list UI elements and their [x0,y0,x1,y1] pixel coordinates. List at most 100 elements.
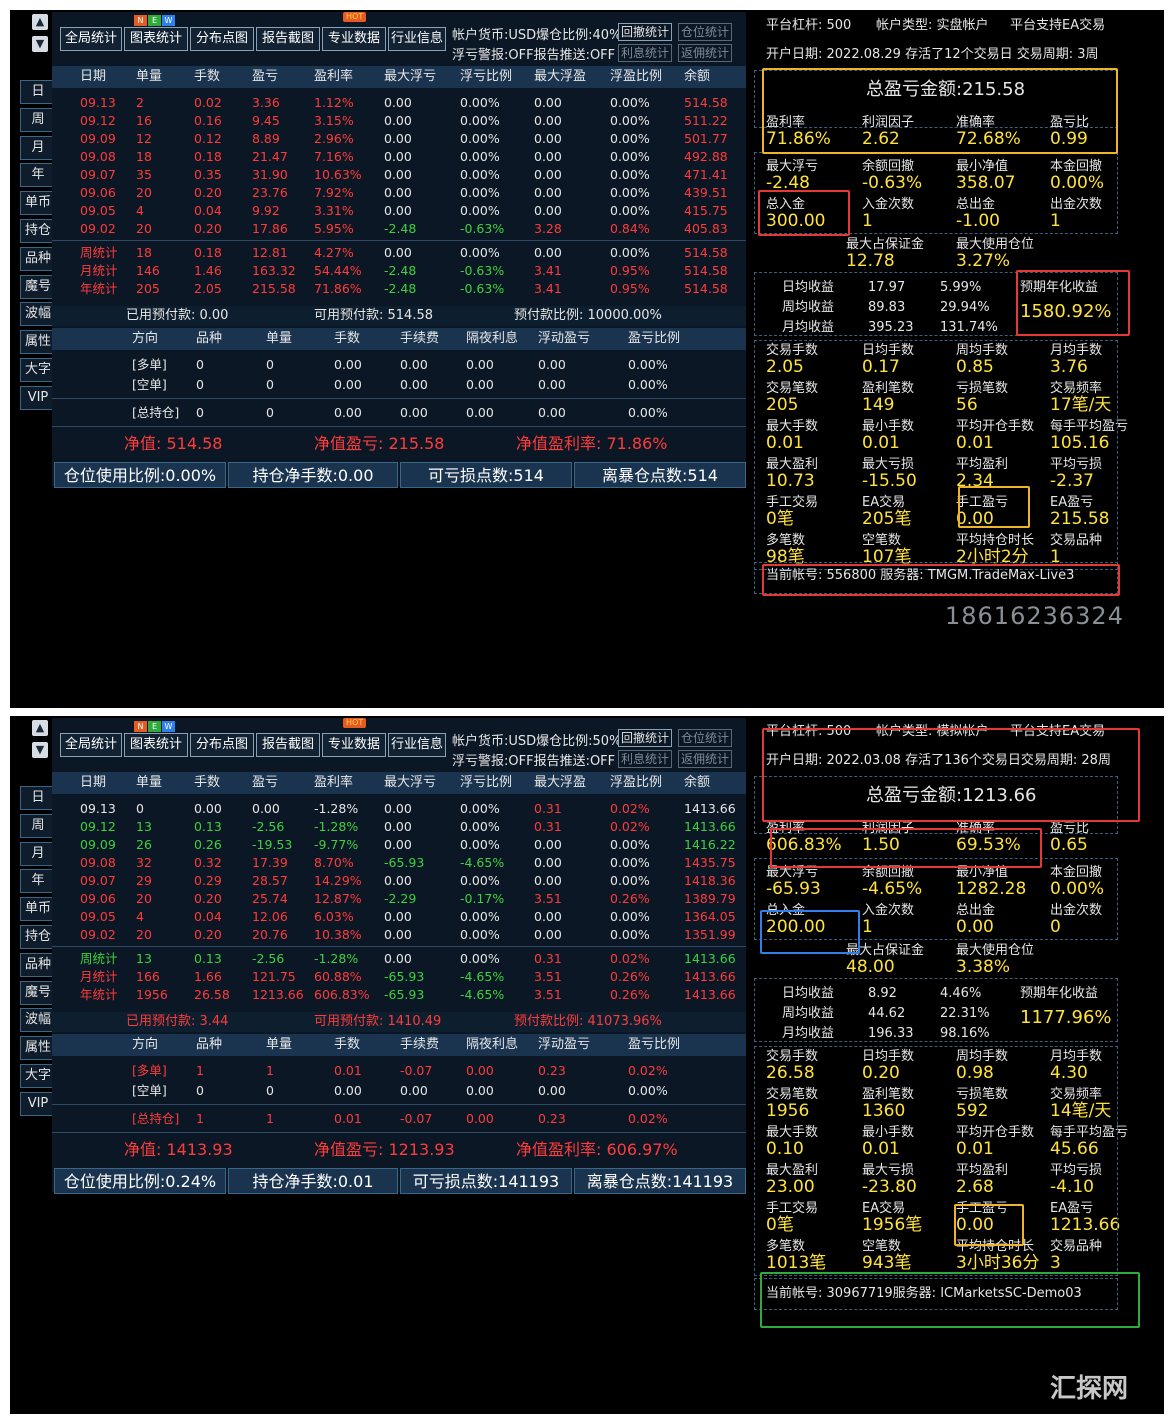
side-tab-3[interactable]: 年 [20,163,56,188]
cell-maxdd: -65.93 [384,987,425,1002]
income-amount: 89.83 [868,300,906,315]
income-amount: 8.92 [868,986,897,1001]
cell-orders: 1956 [136,987,168,1002]
side-tab-0[interactable]: 日 [20,786,56,810]
metric-label: EA交易 [862,1201,906,1216]
pos-ratio: 0.02% [628,1111,668,1126]
side-tab-7[interactable]: 魔号 [20,980,56,1005]
cell-bal: 1435.75 [684,855,736,870]
side-tab-9[interactable]: 属性 [20,1036,56,1061]
cell-lots: 1.46 [194,263,222,278]
toolbar-button-3[interactable]: 报告截图 [256,733,320,757]
side-tab-11[interactable]: VIP [20,385,56,410]
cell-maxdd: 0.00 [384,167,412,182]
cell-bal: 514.58 [684,263,728,278]
side-tab-4[interactable]: 单币 [20,897,56,922]
toolbar-button-1[interactable]: 图表统计 [124,733,188,757]
net-pnl: 净值盈亏: 1213.93 [314,1140,455,1159]
metric-value: 606.83% [766,835,842,855]
metric-value: 0.01 [862,1139,900,1159]
side-tab-5[interactable]: 持仓 [20,219,56,243]
metric-label: 交易频率 [1050,1087,1103,1102]
metric-label: 本金回撤 [1050,865,1103,880]
pos-swap: 0.00 [466,405,494,420]
side-tab-10[interactable]: 大字 [20,1064,56,1088]
toolbar-button-3[interactable]: 报告截图 [256,27,320,51]
rebate-stats-link[interactable]: 返佣统计 [678,750,733,768]
side-tab-2[interactable]: 月 [20,135,56,160]
cell-maxdd: 0.00 [384,951,412,966]
side-tab-1[interactable]: 周 [20,107,56,132]
side-tab-11[interactable]: VIP [20,1091,56,1116]
metric-value: 0.65 [1050,835,1088,855]
metric-value: 943笔 [862,1253,912,1273]
prepay-ratio: 预付款比例: 10000.00% [514,308,662,323]
side-tab-1[interactable]: 周 [20,813,56,838]
side-tab-8[interactable]: 波幅 [20,1008,56,1033]
cell-lots: 1.66 [194,969,222,984]
cell-maxfp: 3.28 [534,221,562,236]
pos-fee: 0.00 [400,1083,428,1098]
drawdown-stats-link[interactable]: 回撤统计 [618,729,673,747]
side-tab-10[interactable]: 大字 [20,358,56,382]
side-tab-6[interactable]: 品种 [20,952,56,977]
toolbar-button-1[interactable]: 图表统计 [124,27,188,51]
side-tab-9[interactable]: 属性 [20,330,56,355]
toolbar-button-0[interactable]: 全局统计 [60,27,122,51]
new-badge-letter: W [162,15,175,26]
metric-value: -2.48 [766,173,810,193]
summary-cell-2: 可亏损点数:141193 [400,1168,572,1194]
cell-maxdd: 0.00 [384,819,412,834]
cell-lots: 0.16 [194,113,222,128]
margin-label: 最大使用仓位 [956,237,1035,252]
toolbar-button-4[interactable]: 专业数据 [322,27,386,51]
income-label: 日均收益 [782,280,835,295]
toolbar-button-5[interactable]: 行业信息 [388,27,446,51]
highlight-total [762,68,1118,154]
cell-maxfp: 0.00 [534,245,562,260]
metric-value: 0笔 [766,1215,794,1235]
side-tab-8[interactable]: 波幅 [20,302,56,327]
cell-maxfp: 0.00 [534,203,562,218]
income-percent: 5.99% [940,280,982,295]
pos-lots: 0.01 [334,1111,362,1126]
side-tab-6[interactable]: 品种 [20,246,56,271]
scroll-up-arrow[interactable]: ▲ [32,720,48,736]
metric-value: 1.50 [862,835,900,855]
side-tab-0[interactable]: 日 [20,80,56,104]
side-tab-5[interactable]: 持仓 [20,925,56,949]
toolbar-button-2[interactable]: 分布点图 [190,27,254,51]
cell-pnl: 12.81 [252,245,288,260]
pos-orders: 0 [266,357,274,372]
metric-label: 最大浮亏 [766,159,819,174]
toolbar-button-5[interactable]: 行业信息 [388,733,446,757]
rebate-stats-link[interactable]: 返佣统计 [678,44,733,62]
cell-bal: 415.75 [684,203,728,218]
position-column-header: 浮动盈亏 [538,1037,591,1052]
currency-info: 帐户货币:USD爆仓比例:50% [452,734,622,749]
scroll-down-arrow[interactable]: ▼ [32,742,48,758]
summary-cell-1: 持仓净手数:0.00 [228,462,398,488]
position-stats-link[interactable]: 仓位统计 [678,729,733,747]
position-stats-link[interactable]: 仓位统计 [678,23,733,41]
side-tab-4[interactable]: 单币 [20,191,56,216]
divider [52,426,746,427]
interest-stats-link[interactable]: 利息统计 [618,44,673,62]
drawdown-stats-link[interactable]: 回撤统计 [618,23,673,41]
highlight-annual [1016,270,1130,336]
stats-row: 月统计 146 1.46 163.32 54.44% -2.48 -0.63% 3.41 0.9… [52,262,746,280]
toolbar-button-2[interactable]: 分布点图 [190,733,254,757]
cell-pnl: 23.76 [252,185,288,200]
side-tab-3[interactable]: 年 [20,869,56,894]
toolbar-button-4[interactable]: 专业数据 [322,733,386,757]
account-type: 帐户类型: 实盘帐户 [876,18,989,33]
scroll-down-arrow[interactable]: ▼ [32,36,48,52]
side-tab-2[interactable]: 月 [20,841,56,866]
scroll-up-arrow[interactable]: ▲ [32,14,48,30]
metric-label: 手工交易 [766,1201,819,1216]
interest-stats-link[interactable]: 利息统计 [618,750,673,768]
new-badge-letter: N [134,721,147,732]
toolbar-button-0[interactable]: 全局统计 [60,733,122,757]
cell-ddr: -4.65% [460,987,505,1002]
side-tab-7[interactable]: 魔号 [20,274,56,299]
